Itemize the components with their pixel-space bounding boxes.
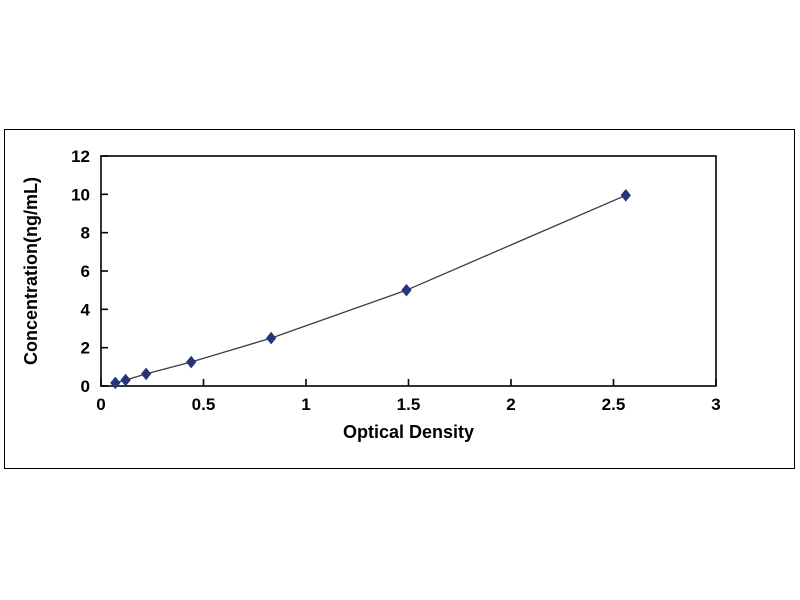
y-tick-label: 12 [71,147,90,166]
data-point-marker [620,189,631,202]
y-tick-label: 4 [81,300,91,319]
y-tick-label: 10 [71,185,90,204]
x-tick-label: 1 [301,395,310,414]
x-tick-label: 3 [711,395,720,414]
x-tick-label: 2.5 [602,395,626,414]
x-tick-label: 0.5 [192,395,216,414]
plot-frame [100,155,717,387]
y-tick-label: 0 [81,377,90,396]
y-axis-label: Concentration(ng/mL) [21,177,41,365]
data-point-marker [110,376,121,390]
x-axis-label: Optical Density [343,422,474,442]
y-tick-label: 8 [81,224,90,243]
x-tick-label: 2 [506,395,515,414]
data-point-marker [120,373,131,387]
x-tick-label: 1.5 [397,395,421,414]
curve-line [115,194,627,384]
x-tick-label: 0 [96,395,105,414]
y-tick-label: 6 [81,262,90,281]
data-point-marker [186,355,197,369]
chart-panel: 0 0.5 1 1.5 2 2.5 3 0 2 4 6 8 10 12 Optical Density Con… [4,129,795,469]
y-tick-label: 2 [81,339,90,358]
data-point-marker [401,283,412,297]
elisa-standard-curve-chart: 0 0.5 1 1.5 2 2.5 3 0 2 4 6 8 10 12 Optical Density Con… [21,147,721,442]
data-point-marker [140,367,152,381]
data-point-marker [266,331,277,345]
